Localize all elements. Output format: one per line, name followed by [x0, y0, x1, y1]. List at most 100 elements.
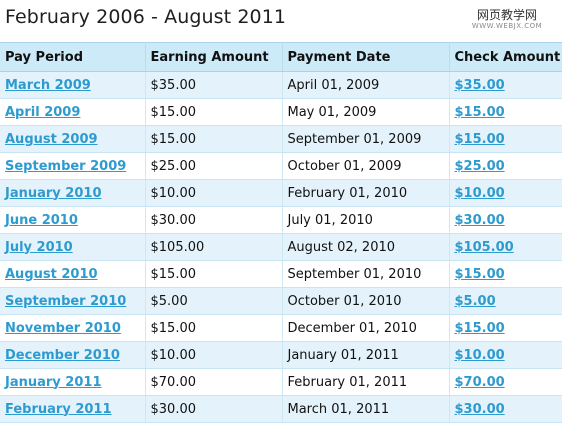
header-pay-period: Pay Period — [0, 42, 146, 72]
pay-period-link[interactable]: September 2010 — [5, 293, 127, 309]
payment-date-cell: March 01, 2011 — [282, 395, 450, 423]
pay-period-link[interactable]: January 2011 — [5, 374, 102, 390]
table-row: July 2010 $105.00 August 02, 2010 $105.00 — [0, 233, 562, 261]
pay-period-link[interactable]: January 2010 — [5, 185, 102, 201]
earning-amount-cell: $10.00 — [145, 179, 283, 207]
earning-amount-cell: $30.00 — [145, 395, 283, 423]
pay-period-link[interactable]: March 2009 — [5, 77, 91, 93]
check-amount-link[interactable]: $15.00 — [454, 320, 505, 336]
pay-period-link[interactable]: November 2010 — [5, 320, 121, 336]
table-row: January 2010 $10.00 February 01, 2010 $10.0… — [0, 179, 562, 207]
earning-amount-cell: $15.00 — [145, 98, 283, 126]
earning-amount-cell: $70.00 — [145, 368, 283, 396]
check-amount-link[interactable]: $30.00 — [454, 212, 505, 228]
table-body: March 2009 $35.00 April 01, 2009 $35.00 Apri… — [0, 71, 562, 423]
check-amount-link[interactable]: $35.00 — [454, 77, 505, 93]
payment-date-cell: September 01, 2009 — [282, 125, 450, 153]
earning-amount-cell: $105.00 — [145, 233, 283, 261]
check-amount-link[interactable]: $105.00 — [454, 239, 514, 255]
pay-period-cell: August 2010 — [0, 260, 146, 288]
check-amount-link[interactable]: $10.00 — [454, 347, 505, 363]
earning-amount-cell: $30.00 — [145, 206, 283, 234]
check-amount-link[interactable]: $15.00 — [454, 266, 505, 282]
payment-date-cell: August 02, 2010 — [282, 233, 450, 261]
table-row: September 2009 $25.00 October 01, 2009 $25.… — [0, 152, 562, 180]
check-amount-cell: $15.00 — [449, 125, 562, 153]
check-amount-link[interactable]: $15.00 — [454, 104, 505, 120]
pay-period-cell: July 2010 — [0, 233, 146, 261]
payment-date-cell: September 01, 2010 — [282, 260, 450, 288]
payment-date-cell: January 01, 2011 — [282, 341, 450, 369]
check-amount-cell: $10.00 — [449, 179, 562, 207]
earning-amount-cell: $35.00 — [145, 71, 283, 99]
site-watermark-logo: 网页教学网 WWW.WEBJX.COM — [464, 8, 550, 31]
pay-period-link[interactable]: July 2010 — [5, 239, 73, 255]
table-row: March 2009 $35.00 April 01, 2009 $35.00 — [0, 71, 562, 99]
pay-period-link[interactable]: August 2010 — [5, 266, 98, 282]
table-header-row: Pay Period Earning Amount Payment Date C… — [0, 42, 562, 72]
payment-date-cell: April 01, 2009 — [282, 71, 450, 99]
table-row: April 2009 $15.00 May 01, 2009 $15.00 — [0, 98, 562, 126]
table-row: December 2010 $10.00 January 01, 2011 $10.0… — [0, 341, 562, 369]
check-amount-link[interactable]: $15.00 — [454, 131, 505, 147]
payment-date-cell: October 01, 2009 — [282, 152, 450, 180]
table-row: September 2010 $5.00 October 01, 2010 $5.00 — [0, 287, 562, 315]
earning-amount-cell: $5.00 — [145, 287, 283, 315]
check-amount-cell: $105.00 — [449, 233, 562, 261]
payment-date-cell: February 01, 2010 — [282, 179, 450, 207]
payment-date-cell: July 01, 2010 — [282, 206, 450, 234]
check-amount-link[interactable]: $10.00 — [454, 185, 505, 201]
check-amount-cell: $10.00 — [449, 341, 562, 369]
pay-period-cell: September 2010 — [0, 287, 146, 315]
check-amount-cell: $15.00 — [449, 314, 562, 342]
table-row: August 2009 $15.00 September 01, 2009 $15.0… — [0, 125, 562, 153]
earning-amount-cell: $15.00 — [145, 125, 283, 153]
header-payment-date: Payment Date — [282, 42, 450, 72]
pay-period-link[interactable]: September 2009 — [5, 158, 127, 174]
pay-period-cell: November 2010 — [0, 314, 146, 342]
check-amount-cell: $35.00 — [449, 71, 562, 99]
check-amount-cell: $70.00 — [449, 368, 562, 396]
pay-period-cell: February 2011 — [0, 395, 146, 423]
check-amount-cell: $15.00 — [449, 98, 562, 126]
pay-period-cell: April 2009 — [0, 98, 146, 126]
header-earning-amount: Earning Amount — [145, 42, 283, 72]
payment-date-cell: May 01, 2009 — [282, 98, 450, 126]
check-amount-link[interactable]: $30.00 — [454, 401, 505, 417]
check-amount-cell: $5.00 — [449, 287, 562, 315]
check-amount-cell: $15.00 — [449, 260, 562, 288]
check-amount-link[interactable]: $70.00 — [454, 374, 505, 390]
table-row: June 2010 $30.00 July 01, 2010 $30.00 — [0, 206, 562, 234]
pay-period-link[interactable]: April 2009 — [5, 104, 81, 120]
table-row: February 2011 $30.00 March 01, 2011 $30.00 — [0, 395, 562, 423]
page-title: February 2006 - August 2011 — [5, 6, 287, 28]
check-amount-cell: $30.00 — [449, 206, 562, 234]
earnings-table: Pay Period Earning Amount Payment Date C… — [0, 42, 562, 423]
pay-period-link[interactable]: August 2009 — [5, 131, 98, 147]
check-amount-cell: $30.00 — [449, 395, 562, 423]
check-amount-link[interactable]: $25.00 — [454, 158, 505, 174]
check-amount-link[interactable]: $5.00 — [454, 293, 496, 309]
earning-amount-cell: $15.00 — [145, 314, 283, 342]
pay-period-link[interactable]: December 2010 — [5, 347, 120, 363]
table-row: November 2010 $15.00 December 01, 2010 $15.… — [0, 314, 562, 342]
pay-period-cell: September 2009 — [0, 152, 146, 180]
check-amount-cell: $25.00 — [449, 152, 562, 180]
payment-date-cell: December 01, 2010 — [282, 314, 450, 342]
pay-period-cell: June 2010 — [0, 206, 146, 234]
payment-date-cell: October 01, 2010 — [282, 287, 450, 315]
pay-period-cell: December 2010 — [0, 341, 146, 369]
pay-period-cell: March 2009 — [0, 71, 146, 99]
watermark-url: WWW.WEBJX.COM — [471, 22, 543, 30]
table-row: August 2010 $15.00 September 01, 2010 $15.0… — [0, 260, 562, 288]
watermark-text: 网页教学网 — [476, 8, 537, 22]
earning-amount-cell: $25.00 — [145, 152, 283, 180]
earning-amount-cell: $10.00 — [145, 341, 283, 369]
pay-period-link[interactable]: February 2011 — [5, 401, 112, 417]
pay-period-link[interactable]: June 2010 — [5, 212, 78, 228]
earnings-table-container: Pay Period Earning Amount Payment Date C… — [0, 42, 562, 423]
pay-period-cell: January 2011 — [0, 368, 146, 396]
table-row: January 2011 $70.00 February 01, 2011 $70.0… — [0, 368, 562, 396]
pay-period-cell: August 2009 — [0, 125, 146, 153]
header-check-amount: Check Amount — [449, 42, 562, 72]
